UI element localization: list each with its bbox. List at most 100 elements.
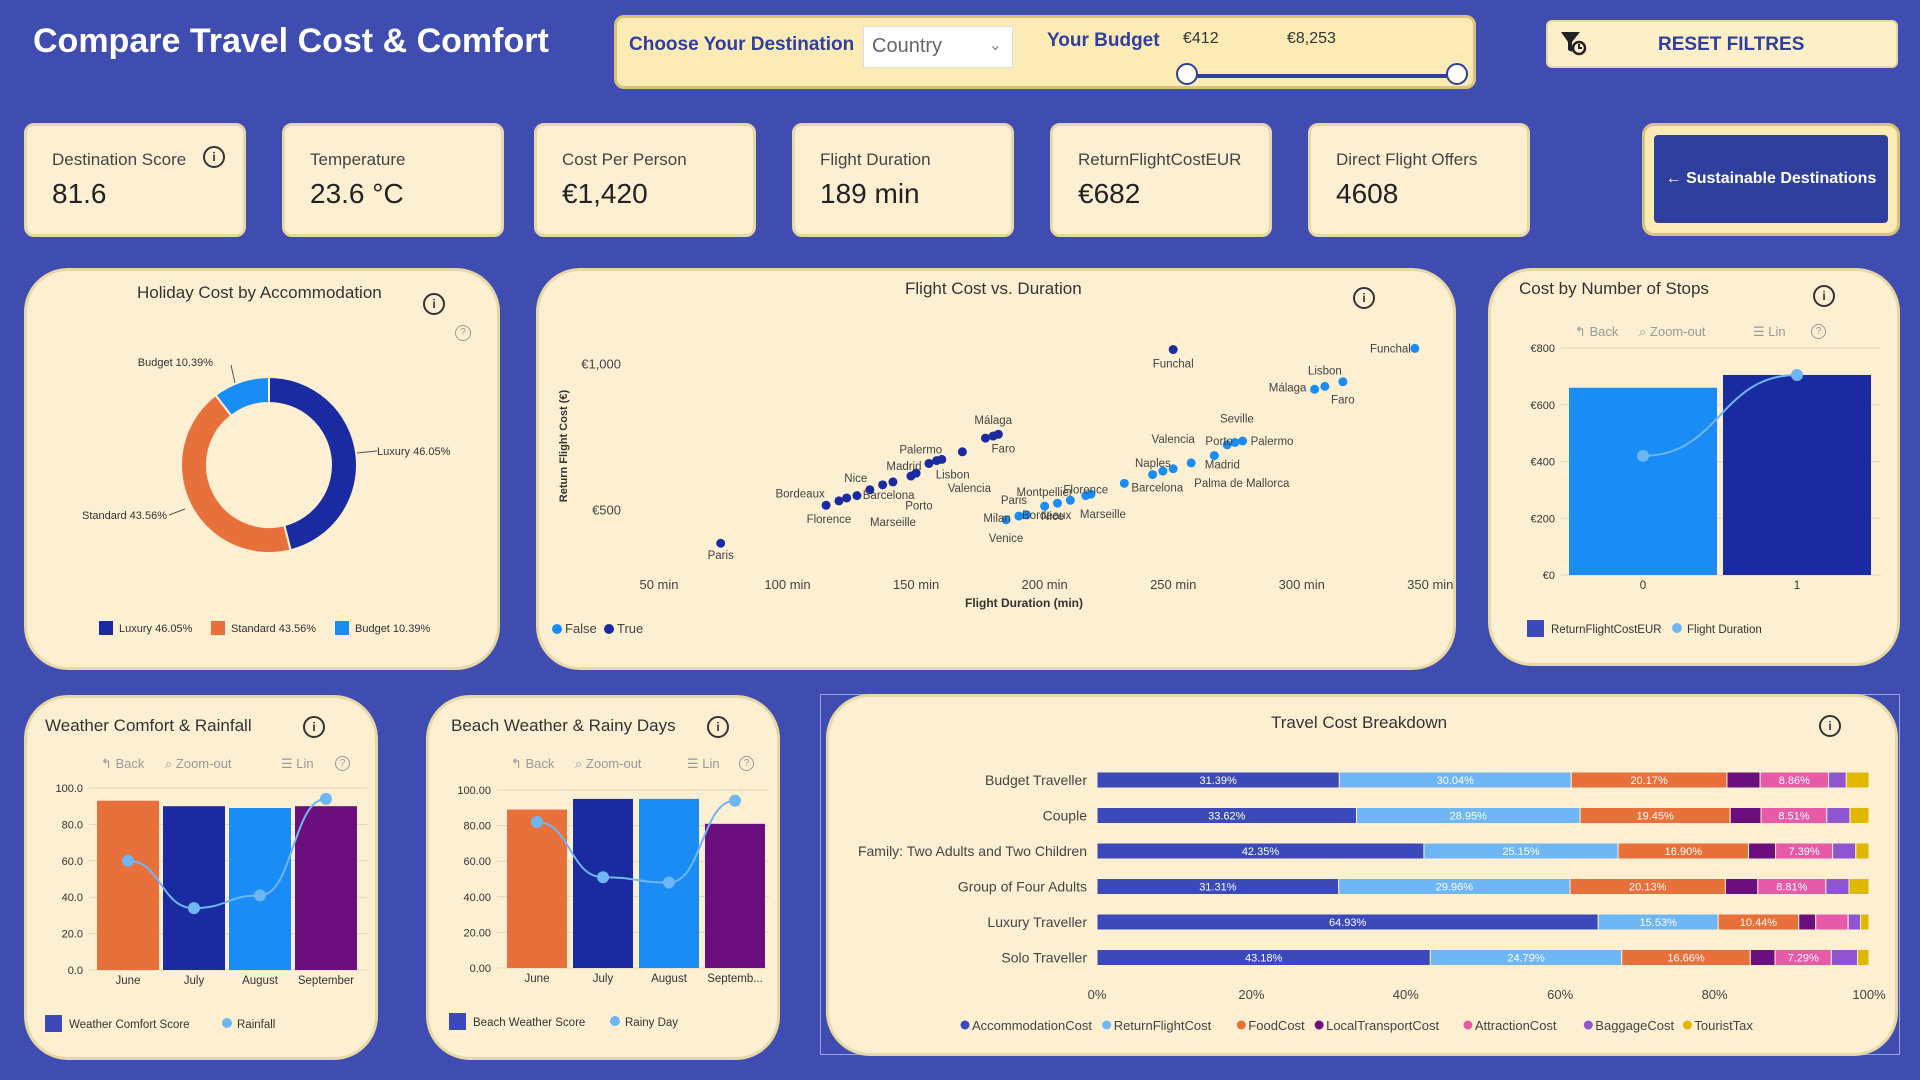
info-icon[interactable]: i: [423, 293, 445, 315]
scatter-point: [1238, 436, 1248, 446]
scatter-point: [911, 468, 921, 478]
legend-label: Rainy Day: [625, 1017, 678, 1029]
info-icon[interactable]: i: [203, 146, 225, 168]
reset-filters-button[interactable]: RESET FILTRES: [1546, 20, 1898, 68]
linear-scale-button[interactable]: ☰ Lin: [1753, 324, 1786, 339]
row-label: Budget Traveller: [985, 772, 1087, 788]
stacked-segment: [1849, 807, 1870, 824]
x-tick-label: 100 min: [764, 577, 810, 592]
line-point: [320, 792, 332, 805]
point-label: Seville: [1220, 413, 1254, 425]
kpi-direct-flight-offers: Direct Flight Offers 4608: [1308, 123, 1530, 237]
point-label: Funchal: [1370, 343, 1411, 355]
x-tick-label: August: [651, 973, 688, 985]
help-icon[interactable]: ?: [335, 756, 350, 771]
scatter-point: [1186, 458, 1196, 468]
zoom-out-button[interactable]: ⌕ Zoom-out: [165, 756, 232, 771]
kpi-temperature: Temperature 23.6 °C: [282, 123, 504, 237]
info-icon[interactable]: i: [303, 716, 325, 738]
budget-slider-max-handle[interactable]: [1446, 63, 1468, 85]
segment-label: 8.81%: [1776, 882, 1807, 894]
segment-label: 16.90%: [1665, 846, 1703, 858]
stacked-segment: [1724, 878, 1759, 895]
x-tick-label: 1: [1794, 580, 1800, 592]
kpi-destination-score: Destination Score 81.6 i: [24, 123, 246, 237]
y-tick-label: 0.0: [68, 965, 83, 977]
legend-marker: [960, 1020, 970, 1030]
legend-marker: [1583, 1020, 1593, 1030]
x-tick-label: 250 min: [1150, 577, 1196, 592]
line-series: [1642, 373, 1798, 457]
segment-label: 31.31%: [1199, 882, 1237, 894]
donut-slice-standard: [180, 393, 292, 554]
segment-label: 8.51%: [1778, 811, 1809, 823]
scatter-point: [957, 447, 967, 457]
panel-weather-comfort: Weather Comfort & Rainfall i ↰ Back ⌕ Zo…: [24, 695, 378, 1060]
legend-marker: [1682, 1020, 1692, 1030]
y-tick-label: 60.0: [62, 856, 83, 868]
y-tick-label: 60.00: [463, 856, 491, 868]
x-axis-label: Flight Duration (min): [965, 596, 1083, 610]
x-tick-label: 80%: [1702, 987, 1728, 1002]
donut-slice-label: Luxury 46.05%: [377, 446, 451, 458]
info-icon[interactable]: i: [1819, 715, 1841, 737]
point-label: Naples: [1135, 458, 1171, 470]
stacked-segment: [1825, 878, 1850, 895]
zoom-out-button[interactable]: ⌕ Zoom-out: [1639, 324, 1706, 339]
stacked-segment: [1815, 913, 1849, 931]
legend-label: Budget 10.39%: [355, 623, 430, 635]
back-button[interactable]: ↰ Back: [511, 756, 555, 771]
line-point: [597, 871, 609, 884]
scatter-point: [1338, 377, 1348, 387]
row-label: Group of Four Adults: [958, 879, 1087, 895]
scatter-point: [1209, 451, 1219, 461]
help-icon[interactable]: ?: [1811, 324, 1826, 339]
chart-title: Holiday Cost by Accommodation: [137, 283, 382, 302]
linear-scale-button[interactable]: ☰ Lin: [281, 756, 314, 771]
x-tick-label: 0%: [1088, 987, 1107, 1002]
back-button[interactable]: ↰ Back: [1575, 324, 1619, 339]
destination-dropdown[interactable]: Country ⌄: [863, 26, 1013, 68]
point-label: Málaga: [974, 415, 1012, 427]
info-icon[interactable]: i: [707, 716, 729, 738]
scatter-point: [1168, 464, 1178, 474]
sustainable-destinations-button[interactable]: ← Sustainable Destinations: [1654, 135, 1888, 223]
x-tick-label: Septemb...: [707, 973, 763, 985]
scatter-point: [1014, 511, 1024, 521]
point-label: Porto: [1205, 436, 1233, 448]
segment-label: 30.04%: [1437, 775, 1475, 787]
help-icon[interactable]: ?: [455, 325, 471, 341]
legend-label: Luxury 46.05%: [119, 623, 193, 635]
row-label: Couple: [1043, 808, 1088, 824]
point-label: Porto: [905, 500, 933, 512]
scatter-point: [1052, 498, 1062, 508]
scatter-point: [865, 485, 875, 495]
scatter-point: [981, 433, 991, 443]
budget-slider-track[interactable]: [1187, 74, 1457, 78]
segment-label: 64.93%: [1329, 917, 1367, 929]
point-label: Paris: [708, 550, 734, 562]
kpi-value: 4608: [1336, 178, 1399, 209]
linear-scale-button[interactable]: ☰ Lin: [687, 756, 720, 771]
legend-label: True: [617, 621, 643, 636]
budget-max-value: €8,253: [1287, 30, 1336, 47]
back-button[interactable]: ↰ Back: [101, 756, 145, 771]
point-label: Montpellier: [1017, 487, 1073, 499]
donut-slice-label: Budget 10.39%: [138, 357, 213, 369]
budget-slider-min-handle[interactable]: [1176, 63, 1198, 85]
info-icon[interactable]: i: [1813, 285, 1835, 307]
scatter-point: [1168, 345, 1178, 355]
row-label: Luxury Traveller: [987, 914, 1087, 930]
legend-swatch: [99, 621, 113, 635]
bar: [705, 823, 765, 968]
stacked-segment: [1847, 913, 1862, 931]
kpi-label: Direct Flight Offers: [1336, 150, 1478, 169]
point-label: Nice: [1041, 511, 1064, 523]
stacked-segment: [1749, 949, 1776, 966]
info-icon[interactable]: i: [1353, 287, 1375, 309]
help-icon[interactable]: ?: [739, 756, 754, 771]
chart-title: Travel Cost Breakdown: [1271, 713, 1448, 732]
zoom-out-button[interactable]: ⌕ Zoom-out: [575, 756, 642, 771]
x-tick-label: September: [298, 975, 354, 987]
reset-filters-label: RESET FILTRES: [1658, 34, 1805, 55]
